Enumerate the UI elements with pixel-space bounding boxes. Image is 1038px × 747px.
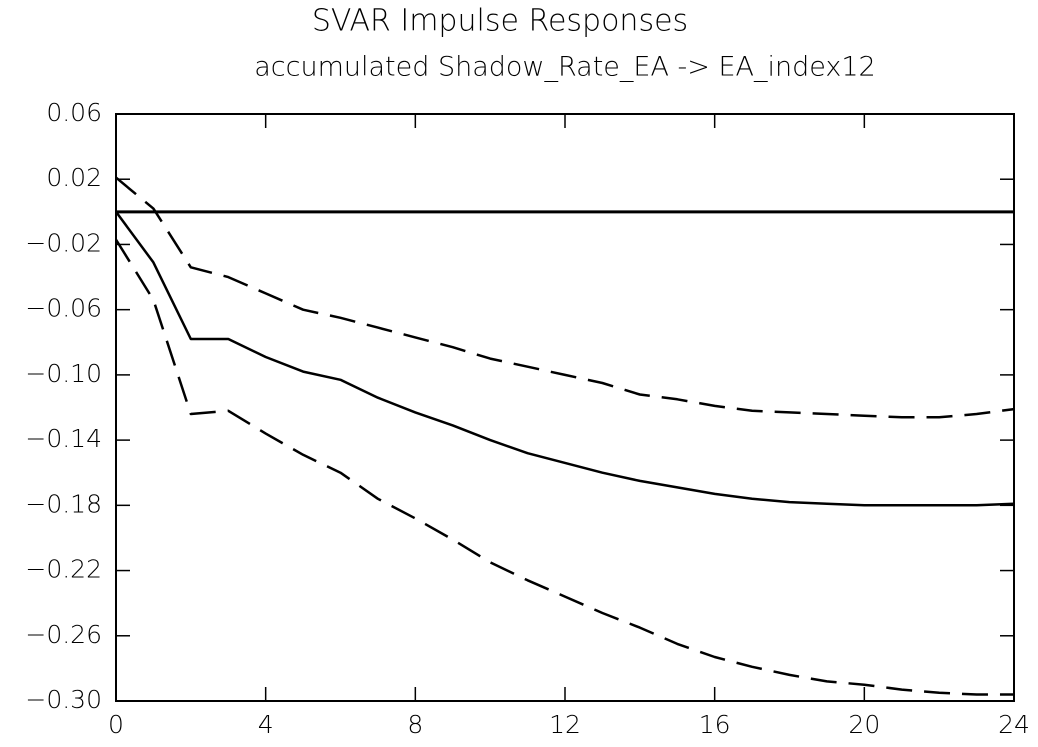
y-tick-label: 0.06 bbox=[46, 98, 102, 127]
x-tick-label: 4 bbox=[258, 710, 274, 739]
y-tick-label: −0.10 bbox=[25, 359, 102, 388]
y-tick-label: −0.22 bbox=[25, 555, 102, 584]
x-tick-label: 20 bbox=[848, 710, 880, 739]
series-line bbox=[115, 176, 1015, 419]
plot-frame bbox=[115, 113, 1015, 702]
y-tick-label: −0.26 bbox=[25, 620, 102, 649]
y-tick-label: −0.06 bbox=[25, 294, 102, 323]
x-tick-label: 16 bbox=[699, 710, 731, 739]
y-tick-label: −0.02 bbox=[25, 228, 102, 257]
x-tick-label: 12 bbox=[549, 710, 581, 739]
y-tick-label: −0.14 bbox=[25, 424, 102, 453]
y-tick-label: 0.02 bbox=[46, 163, 102, 192]
chart-title: SVAR Impulse Responses bbox=[312, 4, 688, 39]
series-line bbox=[114, 238, 1014, 696]
x-tick-label: 0 bbox=[108, 710, 124, 739]
y-tick-label: −0.18 bbox=[25, 489, 102, 518]
x-tick-label: 8 bbox=[407, 710, 423, 739]
series-line bbox=[114, 211, 1015, 507]
chart-subtitle: accumulated Shadow_Rate_EA -> EA_index12 bbox=[254, 52, 876, 83]
x-tick-label: 24 bbox=[998, 710, 1030, 739]
y-tick-label: −0.30 bbox=[25, 685, 102, 714]
